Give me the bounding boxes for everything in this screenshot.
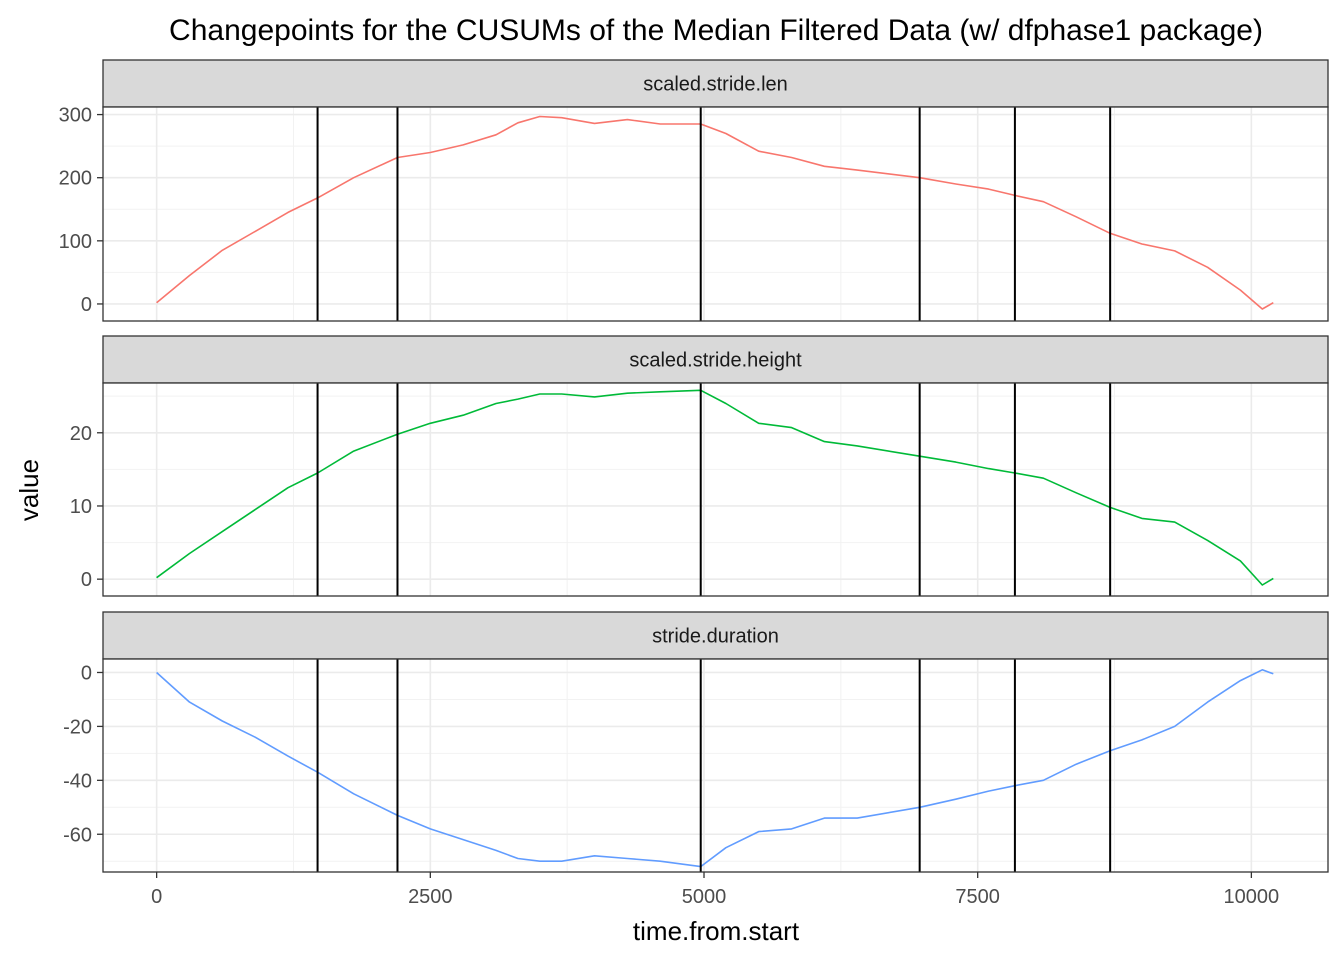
facet-panel: scaled.stride.height 0 10 20 (70, 335, 1329, 597)
chart-title: Changepoints for the CUSUMs of the Media… (169, 14, 1263, 47)
y-tick-label: 20 (70, 423, 92, 445)
panel-border (102, 106, 1329, 322)
x-tick-label: 5000 (682, 886, 727, 908)
plot-background (103, 383, 1328, 596)
y-tick-label: 0 (81, 569, 92, 591)
y-tick-label: -40 (63, 770, 92, 792)
y-tick-label: 0 (81, 662, 92, 684)
facet-panel: stride.duration -60 -40 -20 0 (63, 611, 1329, 873)
x-tick-label: 0 (151, 886, 162, 908)
x-tick-label: 2500 (408, 886, 453, 908)
series-line (156, 389, 1274, 586)
y-tick-label: 200 (59, 168, 92, 190)
x-tick-label: 10000 (1224, 886, 1280, 908)
panel-border (102, 382, 1329, 597)
facet-panel: scaled.stride.len 0 100 200 300 (59, 59, 1329, 322)
plot-background (103, 659, 1328, 872)
facet-strip-label: scaled.stride.len (643, 74, 788, 96)
facet-strip (102, 59, 1329, 108)
y-tick-label: -60 (63, 824, 92, 846)
facet-panels: scaled.stride.len0100200300scaled.stride… (59, 59, 1329, 873)
y-tick-label: 100 (59, 231, 92, 253)
facet-strip (102, 335, 1329, 384)
panel-border (102, 658, 1329, 873)
x-axis-label: time.from.start (633, 916, 800, 946)
facet-strip-label: stride.duration (652, 626, 779, 648)
plot-background (103, 107, 1328, 321)
y-tick-label: 300 (59, 105, 92, 127)
x-tick-label: 7500 (955, 886, 1000, 908)
facet-strip-label: scaled.stride.height (629, 350, 802, 372)
series-line (156, 115, 1274, 310)
y-axis-label: value (14, 459, 44, 521)
series-line (156, 668, 1274, 868)
y-tick-label: -20 (63, 716, 92, 738)
y-tick-label: 0 (81, 294, 92, 316)
x-axis: 0 2500 5000 7500 10000 (151, 872, 1279, 908)
facet-strip (102, 611, 1329, 660)
y-tick-label: 10 (70, 496, 92, 518)
